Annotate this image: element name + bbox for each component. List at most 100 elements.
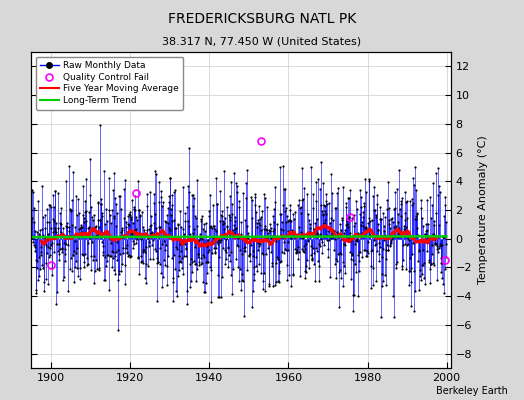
Point — [421, 231, 430, 237]
Point — [440, 234, 449, 241]
Point — [384, 247, 392, 254]
Point — [56, 220, 64, 226]
Point — [84, 240, 92, 246]
Point — [173, 246, 182, 252]
Point — [209, 239, 217, 245]
Point — [246, 235, 255, 242]
Point — [147, 222, 155, 228]
Point — [211, 249, 219, 256]
Point — [227, 179, 235, 185]
Point — [419, 223, 427, 229]
Point — [193, 266, 201, 272]
Point — [189, 230, 197, 236]
Point — [288, 230, 296, 237]
Point — [130, 204, 138, 210]
Point — [332, 256, 340, 262]
Point — [233, 182, 241, 189]
Point — [97, 210, 106, 216]
Point — [167, 192, 176, 198]
Point — [374, 221, 383, 227]
Point — [397, 197, 405, 204]
Point — [120, 186, 128, 192]
Point — [312, 244, 320, 251]
Point — [184, 218, 192, 224]
Point — [112, 223, 121, 230]
Point — [240, 245, 248, 251]
Point — [414, 238, 422, 244]
Point — [384, 179, 392, 185]
Point — [200, 254, 209, 260]
Point — [366, 262, 375, 269]
Point — [287, 282, 296, 289]
Point — [132, 240, 140, 246]
Point — [61, 246, 69, 252]
Point — [312, 179, 320, 185]
Point — [134, 254, 142, 261]
Point — [121, 262, 129, 268]
Point — [328, 230, 336, 236]
Point — [261, 236, 270, 242]
Point — [141, 274, 150, 281]
Point — [427, 261, 435, 267]
Point — [118, 250, 127, 256]
Point — [259, 251, 267, 257]
Point — [415, 247, 423, 253]
Point — [99, 243, 107, 249]
Point — [187, 278, 195, 284]
Point — [73, 232, 82, 238]
Point — [131, 227, 139, 233]
Point — [303, 211, 312, 217]
Point — [442, 254, 450, 261]
Point — [282, 219, 290, 226]
Point — [337, 250, 345, 257]
Point — [326, 274, 334, 280]
Point — [257, 227, 265, 233]
Point — [174, 259, 183, 266]
Point — [177, 259, 185, 265]
Point — [110, 170, 118, 176]
Point — [83, 232, 91, 238]
Point — [405, 282, 413, 288]
Point — [299, 185, 308, 191]
Point — [204, 208, 213, 214]
Point — [228, 211, 237, 218]
Point — [423, 235, 432, 241]
Point — [103, 218, 111, 224]
Point — [293, 231, 301, 237]
Point — [48, 272, 57, 278]
Point — [107, 207, 116, 213]
Point — [392, 223, 400, 229]
Point — [198, 213, 206, 220]
Point — [247, 193, 255, 200]
Point — [408, 202, 416, 208]
Point — [81, 208, 90, 215]
Point — [89, 257, 97, 264]
Point — [145, 239, 153, 245]
Point — [278, 234, 287, 240]
Point — [139, 248, 147, 255]
Point — [169, 279, 177, 286]
Point — [270, 225, 278, 232]
Point — [396, 200, 405, 207]
Point — [140, 249, 149, 256]
Point — [96, 121, 104, 128]
Point — [178, 265, 186, 271]
Point — [428, 242, 436, 248]
Point — [58, 246, 67, 252]
Point — [193, 251, 202, 258]
Point — [260, 270, 268, 276]
Point — [160, 233, 168, 240]
Point — [352, 269, 360, 276]
Point — [195, 235, 204, 242]
Point — [282, 276, 291, 283]
Point — [405, 237, 413, 243]
Point — [168, 202, 177, 208]
Point — [56, 210, 64, 216]
Point — [126, 212, 134, 218]
Point — [134, 178, 142, 184]
Point — [250, 271, 258, 277]
Point — [271, 278, 280, 285]
Point — [62, 220, 71, 226]
Point — [134, 271, 143, 278]
Point — [441, 266, 449, 272]
